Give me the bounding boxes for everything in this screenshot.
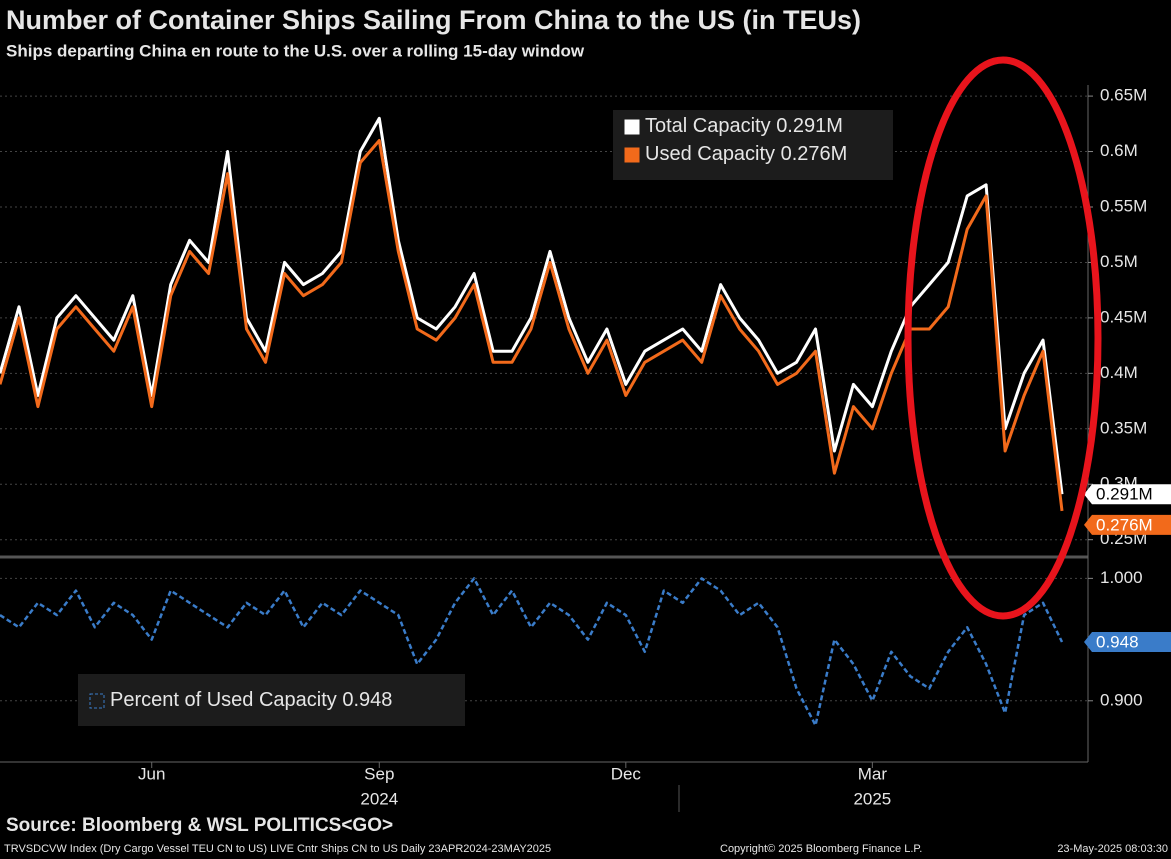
value-tag-label: 0.291M xyxy=(1096,485,1153,504)
legend-name: Percent of Used Capacity xyxy=(110,689,337,711)
y-tick-label: 0.6M xyxy=(1100,141,1138,160)
year-label: 2024 xyxy=(360,789,398,808)
x-tick-label: Dec xyxy=(611,764,642,783)
highlight-ellipse xyxy=(904,56,1102,620)
x-tick-label: Jun xyxy=(138,764,165,783)
source: Source: Bloomberg & WSL POLITICS<GO> xyxy=(6,815,393,836)
value-tag-label: 0.948 xyxy=(1096,633,1139,652)
series-line xyxy=(0,116,1064,495)
legend-swatch xyxy=(89,693,105,709)
legend-label: Total Capacity 0.291M xyxy=(645,115,843,137)
legend-swatch xyxy=(624,119,640,135)
footer-center: Copyright© 2025 Bloomberg Finance L.P. xyxy=(720,843,922,855)
chart-subtitle: Ships departing China en route to the U.… xyxy=(6,41,585,60)
value-tag xyxy=(1084,484,1171,505)
legend-label: Used Capacity 0.276M xyxy=(645,143,847,165)
chart-title: Number of Container Ships Sailing From C… xyxy=(6,5,861,35)
value-tag-label: 0.276M xyxy=(1096,515,1153,534)
series-line xyxy=(0,139,1064,512)
y-tick-label: 0.900 xyxy=(1100,690,1143,709)
y-tick-label: 0.55M xyxy=(1100,196,1147,215)
y-tick-label: 1.000 xyxy=(1100,568,1143,587)
y-tick-label: 0.4M xyxy=(1100,363,1138,382)
footer-left: TRVSDCVW Index (Dry Cargo Vessel TEU CN … xyxy=(4,843,551,855)
series-line xyxy=(0,577,1064,727)
y-tick-label: 0.5M xyxy=(1100,252,1138,271)
legend-box xyxy=(613,110,893,180)
year-label: 2025 xyxy=(853,789,891,808)
legend-name: Used Capacity xyxy=(645,143,775,165)
value-tag xyxy=(1084,514,1171,535)
legend-label: Percent of Used Capacity 0.948 xyxy=(110,689,392,711)
legend-box xyxy=(78,674,465,726)
footer-right: 23-May-2025 08:03:30 xyxy=(1057,843,1168,855)
value-tag xyxy=(1084,632,1171,653)
legend-value: 0.291M xyxy=(776,115,843,137)
legend-value: 0.948 xyxy=(342,689,392,711)
y-tick-label: 0.45M xyxy=(1100,307,1147,326)
y-tick-label: 0.35M xyxy=(1100,418,1147,437)
x-tick-label: Sep xyxy=(364,764,394,783)
legend-swatch xyxy=(624,147,640,163)
legend-name: Total Capacity xyxy=(645,115,771,137)
x-tick-label: Mar xyxy=(858,764,888,783)
y-tick-label: 0.65M xyxy=(1100,86,1147,105)
legend-value: 0.276M xyxy=(781,143,848,165)
